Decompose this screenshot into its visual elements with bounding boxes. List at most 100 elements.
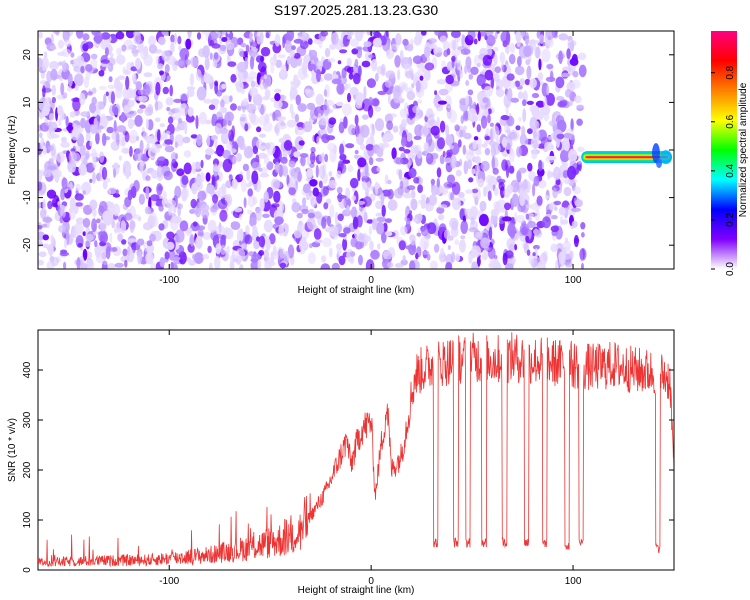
noise-blob [342,103,352,116]
snr-series-line [38,332,674,568]
noise-blob [56,151,65,163]
noise-blob [293,151,301,158]
noise-blob [324,153,329,163]
noise-blob [282,162,287,176]
noise-blob [277,247,284,261]
noise-blob [208,31,218,41]
noise-blob [524,78,531,86]
noise-blob [166,130,171,135]
noise-blob [491,125,500,140]
noise-blob [283,140,293,151]
noise-blob [228,174,233,180]
noise-blob [537,179,547,189]
noise-blob [436,178,440,188]
noise-blob [413,135,422,140]
noise-blob [260,46,271,57]
noise-blob [124,131,130,143]
noise-blob [303,54,311,63]
noise-blob [69,210,76,220]
noise-blob [150,261,156,269]
noise-blob [305,192,311,201]
noise-blob [543,110,550,122]
noise-blob [514,244,518,251]
noise-blob [200,159,204,169]
noise-blob [186,86,196,91]
noise-blob [200,74,205,85]
noise-blob [42,63,47,72]
noise-blob [443,181,454,189]
noise-blob [246,103,257,114]
noise-blob [239,228,244,242]
noise-blob [318,153,324,162]
noise-blob [460,220,469,235]
noise-blob [286,119,297,128]
noise-blob [221,37,228,42]
noise-blob [197,229,204,237]
noise-blob [448,144,455,150]
noise-blob [258,235,266,248]
noise-blob [86,259,95,269]
noise-blob [446,106,452,119]
noise-blob [74,84,79,92]
noise-blob [116,54,126,65]
noise-blob [98,151,105,163]
noise-blob [60,82,65,96]
noise-blob [323,202,329,210]
noise-blob [232,156,237,165]
noise-blob [369,240,374,251]
noise-blob [63,39,72,47]
noise-blob [527,128,533,135]
noise-blob [403,192,413,199]
noise-blob [381,189,392,197]
noise-blob [387,261,394,268]
noise-blob [331,262,340,269]
noise-blob [455,169,462,177]
noise-blob [137,108,144,114]
noise-blob [474,156,481,164]
noise-blob [209,52,213,60]
noise-blob [115,189,119,195]
spectrogram-ytick-label: 20 [22,49,33,61]
noise-blob [94,31,103,44]
snr-ytick-label: 200 [22,461,33,478]
noise-blob [38,190,45,197]
noise-blob [100,113,106,124]
spectrogram-xtick-label: 100 [565,275,582,286]
noise-blob [155,144,163,149]
noise-blob [50,234,54,245]
noise-blob [148,35,157,47]
noise-blob [408,167,417,179]
noise-blob [381,231,387,244]
noise-blob [184,121,188,135]
noise-blob [451,220,459,231]
noise-blob [129,146,133,157]
noise-blob [361,60,371,68]
noise-blob [386,120,393,131]
noise-blob [530,39,540,44]
noise-blob [552,187,558,199]
noise-blob [338,121,345,134]
noise-blob [356,133,364,145]
noise-blob [467,31,476,41]
noise-blob [222,158,233,173]
noise-blob [60,141,71,148]
noise-blob [398,146,405,152]
noise-blob [89,102,97,114]
noise-blob [564,89,573,98]
noise-blob [454,239,460,246]
noise-blob [275,59,283,68]
noise-blob [390,43,399,51]
noise-blob [309,179,318,187]
noise-blob [69,197,76,211]
noise-blob [80,111,90,117]
noise-blob [258,145,266,150]
noise-blob [546,84,550,96]
noise-blob [496,31,500,34]
snr-frame [37,329,675,571]
noise-blob [492,167,499,175]
noise-blob [251,41,257,48]
noise-blob [532,229,542,235]
noise-blob [533,175,540,187]
noise-blob [209,40,215,47]
noise-blob [465,189,473,195]
